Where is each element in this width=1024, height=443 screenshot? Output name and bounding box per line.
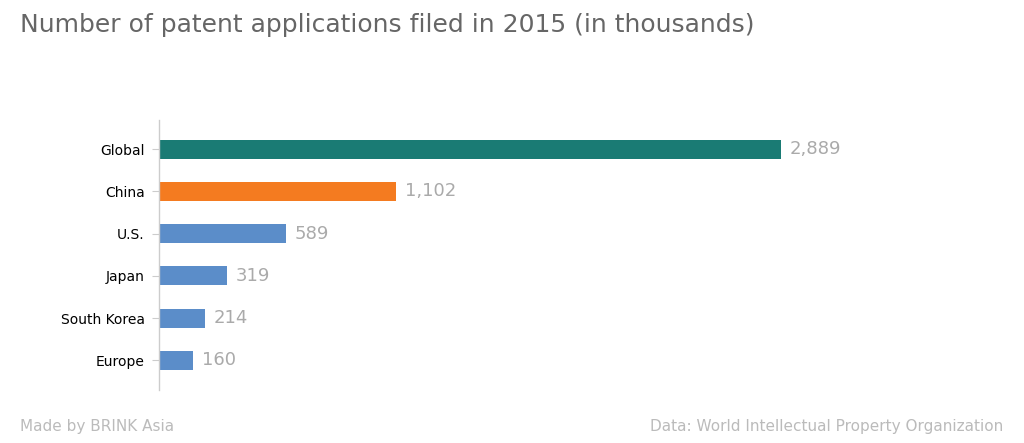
Bar: [159, 266, 227, 285]
Text: 214: 214: [213, 309, 248, 327]
Text: 1,102: 1,102: [404, 183, 456, 200]
Text: 319: 319: [236, 267, 270, 285]
Text: 2,889: 2,889: [790, 140, 841, 158]
Bar: [159, 224, 286, 243]
Text: Number of patent applications filed in 2015 (in thousands): Number of patent applications filed in 2…: [20, 13, 755, 37]
Bar: [159, 309, 205, 327]
Bar: [159, 351, 194, 370]
Text: 160: 160: [202, 351, 236, 369]
Text: Made by BRINK Asia: Made by BRINK Asia: [20, 419, 175, 434]
Bar: [159, 140, 781, 159]
Text: Data: World Intellectual Property Organization: Data: World Intellectual Property Organi…: [650, 419, 1004, 434]
Bar: [159, 182, 396, 201]
Text: 589: 589: [294, 225, 329, 243]
